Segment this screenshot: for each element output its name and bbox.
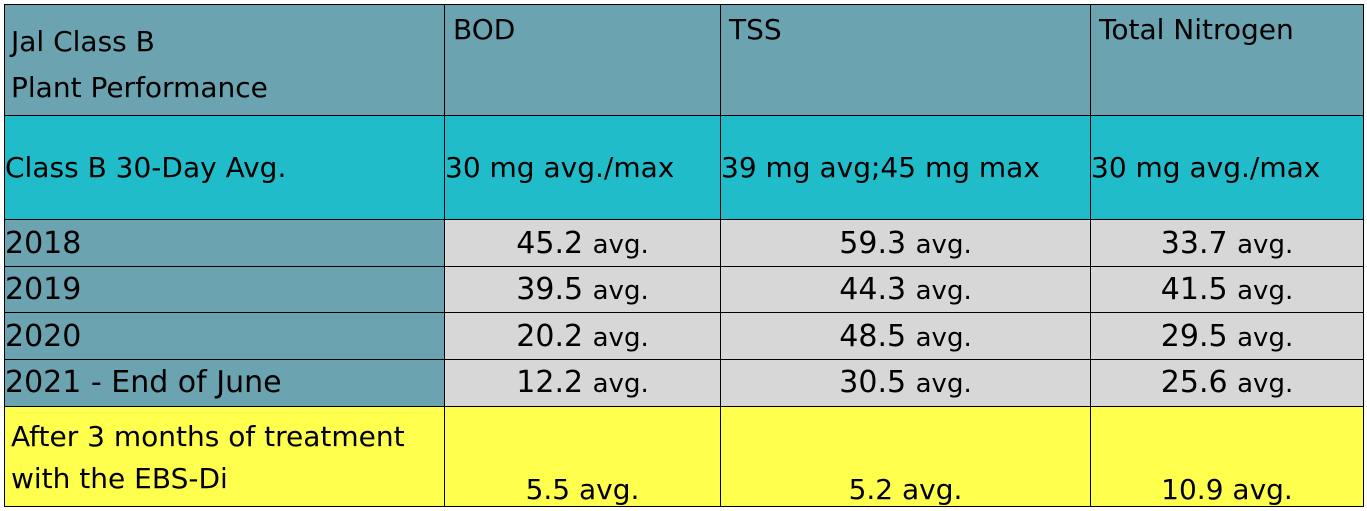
total-nitrogen-value: 33.7 avg. <box>1090 219 1364 267</box>
standard-row: Class B 30-Day Avg. 30 mg avg./max 39 mg… <box>4 114 1364 221</box>
table-title-line2: Plant Performance <box>11 71 268 104</box>
column-header-bod: BOD <box>444 4 721 116</box>
table-title-line1: Jal Class B <box>11 25 155 58</box>
table-title-cell: Jal Class B Plant Performance <box>4 4 445 116</box>
treatment-tss: 5.2 avg. <box>720 405 1091 508</box>
tss-value: 48.5 avg. <box>720 312 1091 360</box>
tss-value: 30.5 avg. <box>720 358 1091 407</box>
total-nitrogen-value: 25.6 avg. <box>1090 358 1364 407</box>
table-row: 2020 20.2 avg. 48.5 avg. 29.5 avg. <box>4 312 1364 360</box>
standard-label: Class B 30-Day Avg. <box>4 114 445 221</box>
treatment-label-line1: After 3 months of treatment <box>11 420 405 454</box>
treatment-total-nitrogen: 10.9 avg. <box>1090 405 1364 508</box>
treatment-label-line2: with the EBS-Di <box>11 462 228 496</box>
tss-value: 44.3 avg. <box>720 265 1091 314</box>
treatment-row: After 3 months of treatment with the EBS… <box>4 405 1364 508</box>
bod-value: 39.5 avg. <box>444 265 721 314</box>
column-header-tss: TSS <box>720 4 1091 116</box>
table-row: 2021 - End of June 12.2 avg. 30.5 avg. 2… <box>4 358 1364 407</box>
bod-value: 12.2 avg. <box>444 358 721 407</box>
treatment-label: After 3 months of treatment with the EBS… <box>4 405 445 508</box>
plant-performance-table: Jal Class B Plant Performance BOD TSS To… <box>4 4 1364 508</box>
header-row: Jal Class B Plant Performance BOD TSS To… <box>4 4 1364 116</box>
standard-total-nitrogen: 30 mg avg./max <box>1090 114 1364 221</box>
total-nitrogen-value: 29.5 avg. <box>1090 312 1364 360</box>
bod-value: 20.2 avg. <box>444 312 721 360</box>
year-label: 2018 <box>4 219 445 267</box>
column-header-total-nitrogen: Total Nitrogen <box>1090 4 1364 116</box>
table-row: 2018 45.2 avg. 59.3 avg. 33.7 avg. <box>4 219 1364 267</box>
year-label: 2019 <box>4 265 445 314</box>
tss-value: 59.3 avg. <box>720 219 1091 267</box>
year-label: 2021 - End of June <box>4 358 445 407</box>
year-label: 2020 <box>4 312 445 360</box>
standard-tss: 39 mg avg;45 mg max <box>720 114 1091 221</box>
standard-bod: 30 mg avg./max <box>444 114 721 221</box>
table-row: 2019 39.5 avg. 44.3 avg. 41.5 avg. <box>4 265 1364 314</box>
bod-value: 45.2 avg. <box>444 219 721 267</box>
total-nitrogen-value: 41.5 avg. <box>1090 265 1364 314</box>
treatment-bod: 5.5 avg. <box>444 405 721 508</box>
